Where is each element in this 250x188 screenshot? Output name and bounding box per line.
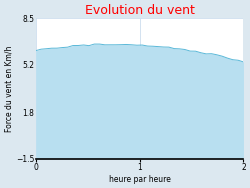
Title: Evolution du vent: Evolution du vent: [85, 4, 194, 17]
Y-axis label: Force du vent en Km/h: Force du vent en Km/h: [4, 45, 13, 132]
X-axis label: heure par heure: heure par heure: [109, 175, 170, 184]
